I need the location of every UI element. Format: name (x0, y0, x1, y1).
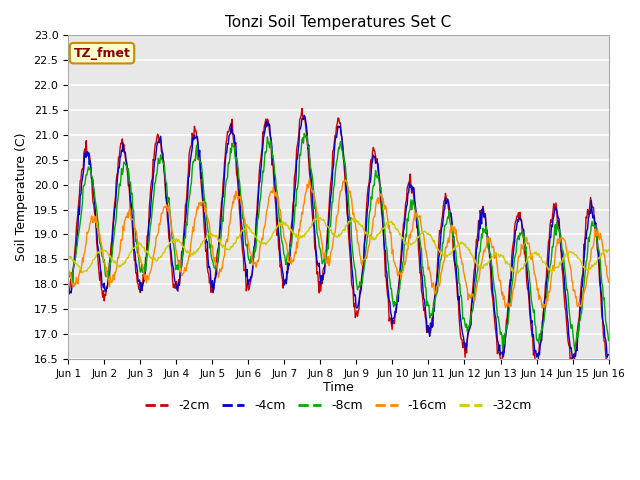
-8cm (605, 338, 612, 344)
-16cm (64, 265, 72, 271)
-16cm (130, 217, 138, 223)
-16cm (420, 239, 428, 244)
-8cm (64, 268, 72, 274)
-8cm (300, 131, 308, 136)
-4cm (64, 290, 72, 296)
-8cm (74, 235, 82, 240)
-32cm (314, 214, 321, 219)
X-axis label: Time: Time (323, 382, 354, 395)
Line: -16cm: -16cm (68, 180, 609, 308)
-32cm (186, 248, 193, 254)
-16cm (184, 255, 192, 261)
-4cm (213, 264, 221, 270)
-32cm (131, 245, 138, 251)
-8cm (213, 262, 221, 267)
-16cm (605, 279, 612, 285)
-2cm (213, 252, 221, 257)
-2cm (130, 245, 138, 251)
-32cm (605, 247, 612, 252)
-4cm (605, 352, 612, 358)
-4cm (130, 233, 138, 239)
-32cm (421, 229, 429, 235)
-2cm (405, 180, 413, 186)
Legend: -2cm, -4cm, -8cm, -16cm, -32cm: -2cm, -4cm, -8cm, -16cm, -32cm (140, 395, 536, 418)
-8cm (571, 347, 579, 353)
-4cm (420, 297, 428, 302)
Line: -32cm: -32cm (68, 216, 609, 273)
-2cm (569, 367, 577, 372)
-2cm (184, 169, 192, 175)
-32cm (214, 237, 221, 243)
-16cm (405, 236, 413, 242)
Line: -2cm: -2cm (68, 108, 609, 370)
-16cm (539, 305, 547, 311)
-16cm (213, 263, 221, 269)
-32cm (64, 254, 72, 260)
-8cm (130, 207, 138, 213)
-4cm (74, 226, 82, 231)
-2cm (74, 210, 82, 216)
-2cm (420, 305, 428, 311)
-2cm (298, 106, 306, 111)
-4cm (300, 112, 308, 118)
-8cm (420, 273, 428, 279)
-4cm (184, 174, 192, 180)
-2cm (605, 363, 612, 369)
-2cm (64, 286, 72, 292)
-32cm (79, 270, 86, 276)
-4cm (569, 356, 577, 361)
-8cm (184, 201, 192, 207)
-4cm (405, 190, 413, 195)
Line: -8cm: -8cm (68, 133, 609, 350)
-16cm (74, 281, 82, 287)
Y-axis label: Soil Temperature (C): Soil Temperature (C) (15, 133, 28, 262)
-16cm (306, 177, 314, 182)
-8cm (405, 211, 413, 216)
-32cm (74, 263, 82, 268)
Title: Tonzi Soil Temperatures Set C: Tonzi Soil Temperatures Set C (225, 15, 451, 30)
-32cm (406, 240, 413, 246)
Line: -4cm: -4cm (68, 115, 609, 359)
Text: TZ_fmet: TZ_fmet (74, 47, 131, 60)
